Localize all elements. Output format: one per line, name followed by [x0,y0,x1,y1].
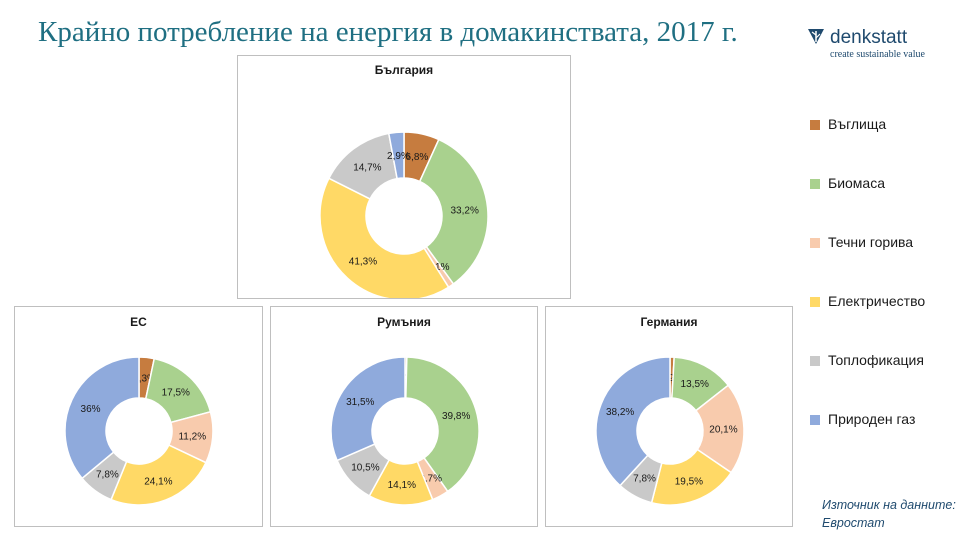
data-label-biomass: 13,5% [681,379,709,390]
legend-swatch-coal [810,120,820,130]
legend-swatch-natural-gas [810,415,820,425]
donut-slice-biomass [405,356,480,493]
logo-tagline: create sustainable value [830,49,925,60]
legend-label-liquid-fuels: Течни горива [828,234,914,250]
legend-swatch-district-heating [810,356,820,366]
data-label-district-heating: 14,7% [353,163,381,174]
chart-title: България [375,63,433,77]
donut-slice-electricity [319,177,450,298]
data-label-natural-gas: 2,9% [387,151,410,162]
chart-panel-eu: ЕС 3,3% 17,5% 11,2% 24,1% 7,8% 36% [14,306,263,527]
data-label-liquid-fuels: 20,1% [709,425,737,436]
data-label-electricity: 41,3% [349,257,377,268]
donut-slice-natural-gas [387,131,405,180]
data-label-electricity: 14,1% [388,480,416,491]
donut-slice-electricity [110,444,207,506]
donut-chart-germany: Германия 0,9%13,5% 20,1% 19,5% 7,8% 38,2% [595,315,745,506]
legend-label-natural-gas: Природен газ [828,411,916,427]
data-label-coal: 0,9% [660,373,683,384]
legend-swatch-electricity [810,297,820,307]
denkstatt-logo: denkstatt create sustainable value [806,24,956,64]
data-label-coal: 3,3% [133,373,156,384]
data-label-natural-gas: 36% [81,404,101,415]
chart-title: Германия [640,315,697,329]
data-label-liquid-fuels: 11,2% [178,431,206,442]
donut-chart-eu: ЕС 3,3% 17,5% 11,2% 24,1% 7,8% 36% [64,315,214,506]
denkstatt-leaf-icon [808,29,824,44]
slide-title: Крайно потребление на енергия в домакинс… [38,16,738,48]
donut-slice-biomass [418,138,489,286]
data-label-coal: 6,8% [406,152,429,163]
legend-label-district-heating: Топлофикация [828,352,924,368]
data-label-liquid-fuels: 3,7% [419,473,442,484]
legend-swatch-liquid-fuels [810,238,820,248]
chart-panel-romania: Румъния0,4%39,8%3,7%14,1%10,5%31,5% [270,306,538,527]
donut-chart-romania: Румъния0,4%39,8%3,7%14,1%10,5%31,5% [330,315,480,506]
data-label-liquid-fuels: 1,1% [427,262,450,273]
logo-name: denkstatt [830,27,908,48]
data-label-natural-gas: 38,2% [606,407,634,418]
legend-label-electricity: Електричество [828,293,926,309]
data-label-district-heating: 10,5% [351,463,379,474]
data-label-biomass: 39,8% [442,411,470,422]
donut-slice-natural-gas [595,356,671,487]
data-label-biomass: 33,2% [451,205,479,216]
chart-panel-germany: Германия 0,9% 13,5% 20,1% 19,5% 7,8% 38,2% [545,306,793,527]
legend-swatch-biomass [810,179,820,189]
legend-label-biomass: Биомаса [828,175,885,191]
donut-slice-natural-gas [64,356,140,480]
donut-chart-bulgaria: България 6,8% 33,2% 1,1% 41,3% 14,7% 2,9% [319,63,489,298]
legend-label-coal: Въглища [828,116,887,132]
chart-title: ЕС [130,315,147,329]
data-label-district-heating: 7,8% [96,470,119,481]
data-label-electricity: 19,5% [675,477,703,488]
data-label-district-heating: 7,8% [633,474,656,485]
chart-title: Румъния [377,315,431,329]
donut-slice-natural-gas [330,356,406,462]
data-label-electricity: 24,1% [144,476,172,487]
donut-slice-liquid-fuels [694,384,745,474]
chart-panel-bulgaria: България 6,8% 33,2% 1,1% 41,3% 14,7% 2,9% [237,55,571,299]
data-label-biomass: 17,5% [162,388,190,399]
data-label-natural-gas: 31,5% [346,397,374,408]
source-note: Източник на данните: Евростат [822,498,956,530]
